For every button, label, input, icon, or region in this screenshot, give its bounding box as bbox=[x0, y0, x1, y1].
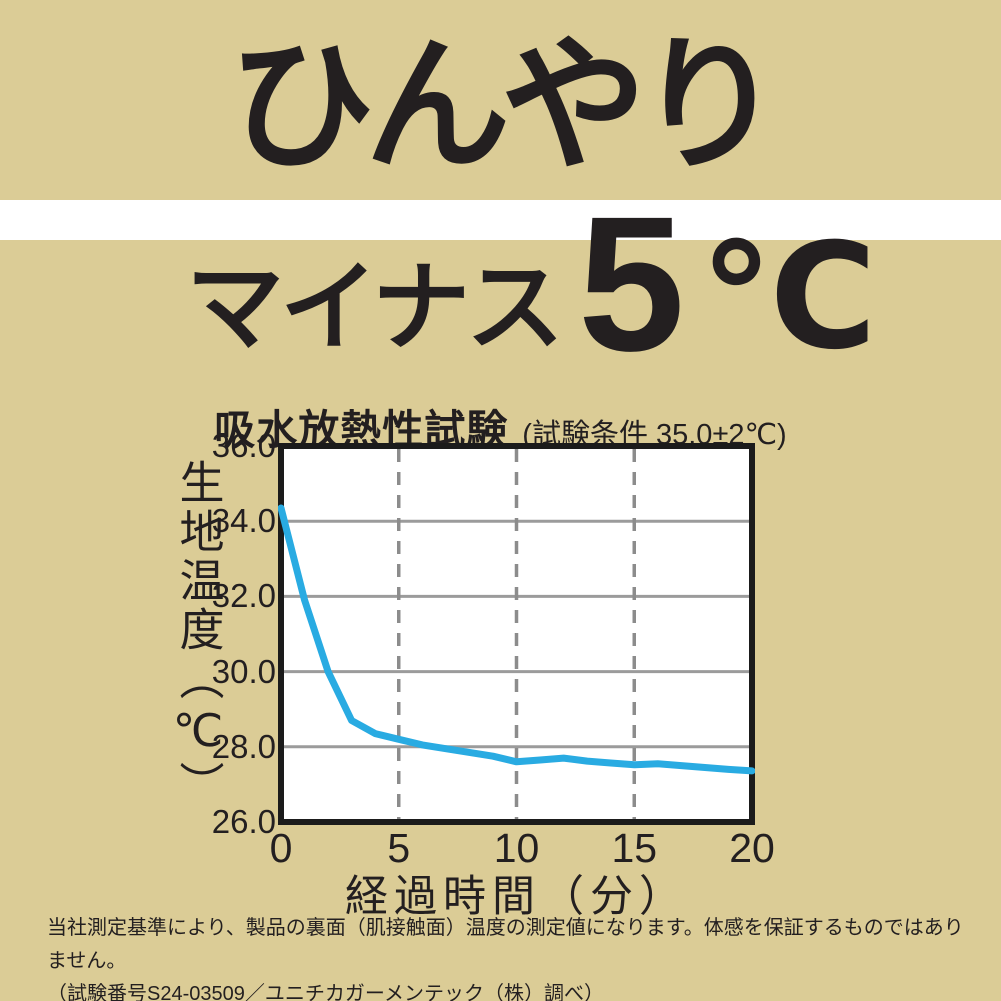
x-tick-label: 10 bbox=[493, 825, 540, 871]
degree-unit-text: ℃ bbox=[700, 215, 877, 378]
y-tick-label: 36.0 bbox=[211, 427, 276, 464]
x-tick-label: 5 bbox=[387, 825, 411, 871]
footer-test-number-line: （試験番号S24-03509／ユニチカガーメンテック（株）調べ） bbox=[47, 983, 605, 1001]
y-axis-title: 生地温度（℃） bbox=[172, 458, 224, 810]
y-tick-label: 26.0 bbox=[211, 803, 276, 840]
footer-disclaimer-line: 当社測定基準により、製品の裏面（肌接触面）温度の測定値になります。体感を保証する… bbox=[47, 917, 964, 972]
chart-plot bbox=[278, 443, 755, 825]
y-axis-title-wrap: 生地温度（℃） bbox=[166, 443, 230, 825]
footer: 当社測定基準により、製品の裏面（肌接触面）温度の測定値になります。体感を保証する… bbox=[47, 912, 977, 1001]
highlight-band bbox=[0, 200, 1001, 240]
minus-value-text: 5 bbox=[578, 176, 685, 391]
y-tick-label: 28.0 bbox=[211, 727, 276, 765]
x-tick-label: 15 bbox=[611, 825, 658, 871]
hero-headline: ひんやり bbox=[228, 24, 783, 187]
y-tick-label: 34.0 bbox=[211, 502, 276, 540]
minus-prefix-text: マイナス bbox=[186, 252, 564, 362]
temperature-line bbox=[278, 504, 755, 775]
x-tick-label: 20 bbox=[729, 825, 775, 871]
y-tick-label: 32.0 bbox=[211, 577, 276, 615]
x-tick-label: 0 bbox=[269, 825, 293, 871]
y-tick-label: 30.0 bbox=[211, 652, 276, 690]
x-axis-title: 経過時間（分） bbox=[345, 873, 688, 921]
